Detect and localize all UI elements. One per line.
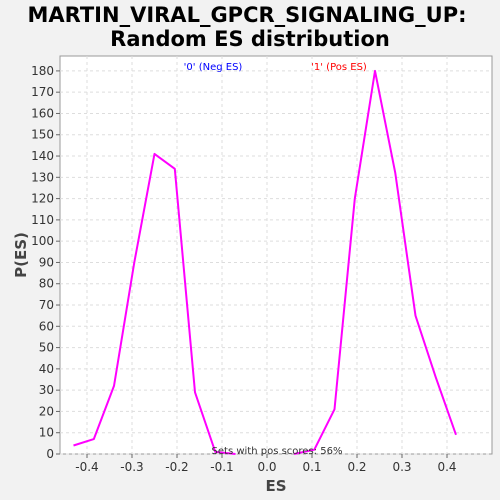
y-tick-label: 80 [39, 277, 54, 291]
y-tick-label: 50 [39, 341, 54, 355]
y-tick-label: 70 [39, 298, 54, 312]
legend-pos-es: '1' (Pos ES) [311, 62, 367, 73]
y-tick-label: 90 [39, 255, 54, 269]
series-line-0 [73, 152, 236, 455]
x-axis-ticks: -0.4 -0.3 -0.2 -0.1 0.0 0.1 0.2 0.3 0.4 [75, 454, 457, 474]
x-tick-label: 0.4 [437, 460, 456, 474]
x-tick-label: 0.3 [392, 460, 411, 474]
y-tick-label: 30 [39, 383, 54, 397]
y-tick-label: 110 [31, 213, 54, 227]
y-tick-label: 130 [31, 170, 54, 184]
x-axis-label: ES [265, 477, 286, 495]
chart-title-line1: MARTIN_VIRAL_GPCR_SIGNALING_UP: [27, 3, 466, 27]
y-axis-label: P(ES) [12, 232, 30, 278]
x-tick-label: 0.1 [302, 460, 321, 474]
y-tick-label: 150 [31, 128, 54, 142]
pos-scores-annotation: Sets with pos scores: 56% [212, 446, 343, 457]
chart-title-line2: Random ES distribution [110, 27, 390, 51]
y-tick-label: 140 [31, 149, 54, 163]
series-lines [73, 69, 457, 455]
x-tick-label: -0.3 [120, 460, 143, 474]
x-tick-label: -0.2 [165, 460, 188, 474]
y-tick-label: 60 [39, 319, 54, 333]
series-line-1 [293, 69, 457, 455]
y-tick-label: 180 [31, 64, 54, 78]
legend-neg-es: '0' (Neg ES) [184, 62, 243, 73]
y-axis-ticks: 0 10 20 30 40 50 60 70 80 90 100 110 120 130 140 150 160… [31, 64, 60, 461]
y-tick-label: 160 [31, 106, 54, 120]
x-tick-label: -0.1 [210, 460, 233, 474]
y-tick-label: 20 [39, 404, 54, 418]
x-tick-label: 0.0 [257, 460, 276, 474]
y-tick-label: 10 [39, 426, 54, 440]
x-tick-label: -0.4 [75, 460, 98, 474]
y-tick-label: 120 [31, 192, 54, 206]
y-tick-label: 100 [31, 234, 54, 248]
y-tick-label: 0 [46, 447, 54, 461]
grid [60, 56, 492, 455]
plot-area [59, 55, 493, 455]
x-tick-label: 0.2 [347, 460, 366, 474]
y-tick-label: 40 [39, 362, 54, 376]
y-tick-label: 170 [31, 85, 54, 99]
